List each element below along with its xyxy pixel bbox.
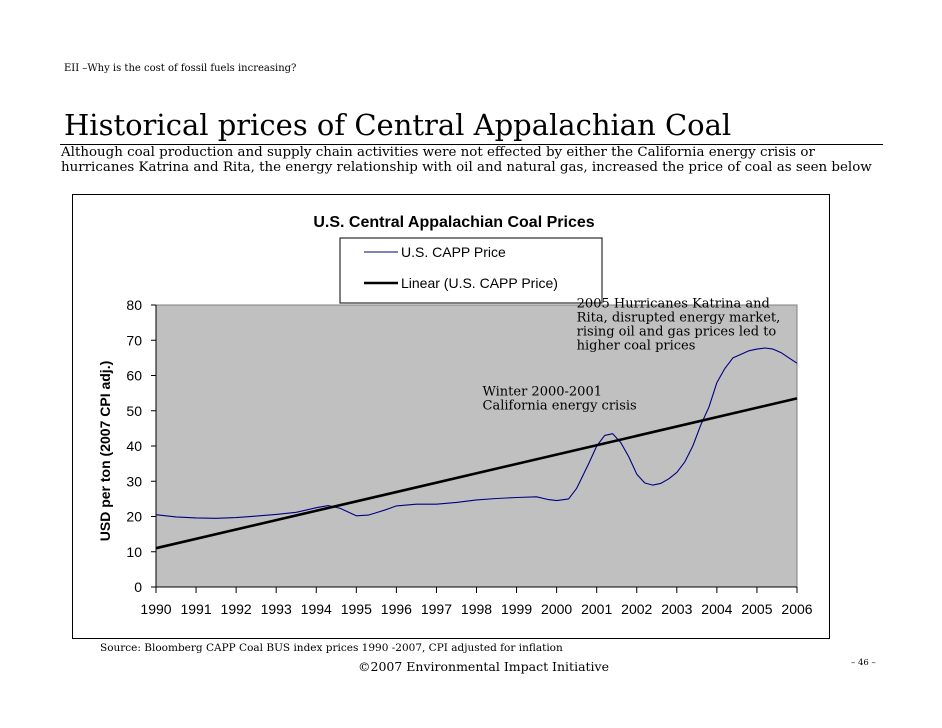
plot-background bbox=[155, 304, 798, 588]
x-tick-label: 1995 bbox=[341, 601, 372, 617]
x-tick-label: 2002 bbox=[621, 601, 652, 617]
y-tick-label: 60 bbox=[126, 368, 142, 384]
annotation-line: rising oil and gas prices led to bbox=[577, 324, 777, 339]
footer-copyright: ©2007 Environmental Impact Initiative bbox=[358, 659, 610, 674]
x-tick-label: 2000 bbox=[541, 601, 572, 617]
y-tick-label: 0 bbox=[134, 579, 142, 595]
plot-area: 0 10 20 30 40 50 60 70 80 1990 1991 1992 1993 1994 199… bbox=[97, 296, 813, 617]
x-tick-label: 2004 bbox=[701, 601, 732, 617]
coal-price-chart: U.S. Central Appalachian Coal Prices U.S… bbox=[97, 214, 813, 617]
x-tick-label: 2003 bbox=[661, 601, 692, 617]
y-tick-label: 20 bbox=[126, 509, 142, 525]
annotation-line: Winter 2000-2001 bbox=[483, 385, 603, 400]
annotation-0: 2005 Hurricanes Katrina and Rita, disrupt… bbox=[577, 296, 781, 353]
source-note: Source: Bloomberg CAPP Coal BUS index pr… bbox=[100, 642, 563, 654]
x-tick-label: 2005 bbox=[741, 601, 772, 617]
x-tick-label: 1993 bbox=[261, 601, 292, 617]
x-tick-label: 1998 bbox=[461, 601, 492, 617]
x-tick-label: 1997 bbox=[421, 601, 452, 617]
x-tick-label: 2001 bbox=[581, 601, 612, 617]
y-tick-label: 30 bbox=[126, 473, 142, 489]
x-tick-label: 1994 bbox=[301, 601, 332, 617]
chart-title: U.S. Central Appalachian Coal Prices bbox=[313, 214, 594, 231]
x-tick-label: 1990 bbox=[140, 601, 171, 617]
annotation-1: Winter 2000-2001 California energy crisis bbox=[483, 385, 637, 414]
annotation-line: higher coal prices bbox=[577, 338, 696, 353]
legend-label-1: Linear (U.S. CAPP Price) bbox=[401, 275, 558, 291]
chart-frame: U.S. Central Appalachian Coal Prices U.S… bbox=[72, 194, 830, 639]
annotation-line: 2005 Hurricanes Katrina and bbox=[577, 296, 770, 311]
title-divider bbox=[60, 144, 883, 145]
y-tick-label: 40 bbox=[126, 438, 142, 454]
annotation-line: California energy crisis bbox=[483, 399, 637, 414]
annotation-line: Rita, disrupted energy market, bbox=[577, 310, 781, 325]
x-tick-label: 2006 bbox=[781, 601, 812, 617]
legend-label-0: U.S. CAPP Price bbox=[401, 244, 506, 260]
y-tick-label: 10 bbox=[126, 544, 142, 560]
x-tick-label: 1996 bbox=[381, 601, 412, 617]
x-tick-label: 1991 bbox=[180, 601, 211, 617]
y-tick-label: 80 bbox=[126, 297, 142, 313]
slide-title: Historical prices of Central Appalachian… bbox=[64, 108, 732, 142]
y-tick-label: 70 bbox=[126, 332, 142, 348]
x-tick-label: 1992 bbox=[221, 601, 252, 617]
intro-paragraph: Although coal production and supply chai… bbox=[61, 145, 872, 175]
y-tick-label: 50 bbox=[126, 403, 142, 419]
y-axis-title: USD per ton (2007 CPI adj.) bbox=[97, 361, 113, 541]
page-number: – 46 – bbox=[851, 658, 876, 668]
series-line-1 bbox=[155, 397, 798, 550]
x-tick-label: 1999 bbox=[501, 601, 532, 617]
chart-legend: U.S. CAPP Price Linear (U.S. CAPP Price) bbox=[339, 237, 603, 304]
series-line-0 bbox=[155, 347, 798, 519]
header-note: EII –Why is the cost of fossil fuels inc… bbox=[64, 63, 297, 74]
legend-box bbox=[339, 237, 603, 304]
